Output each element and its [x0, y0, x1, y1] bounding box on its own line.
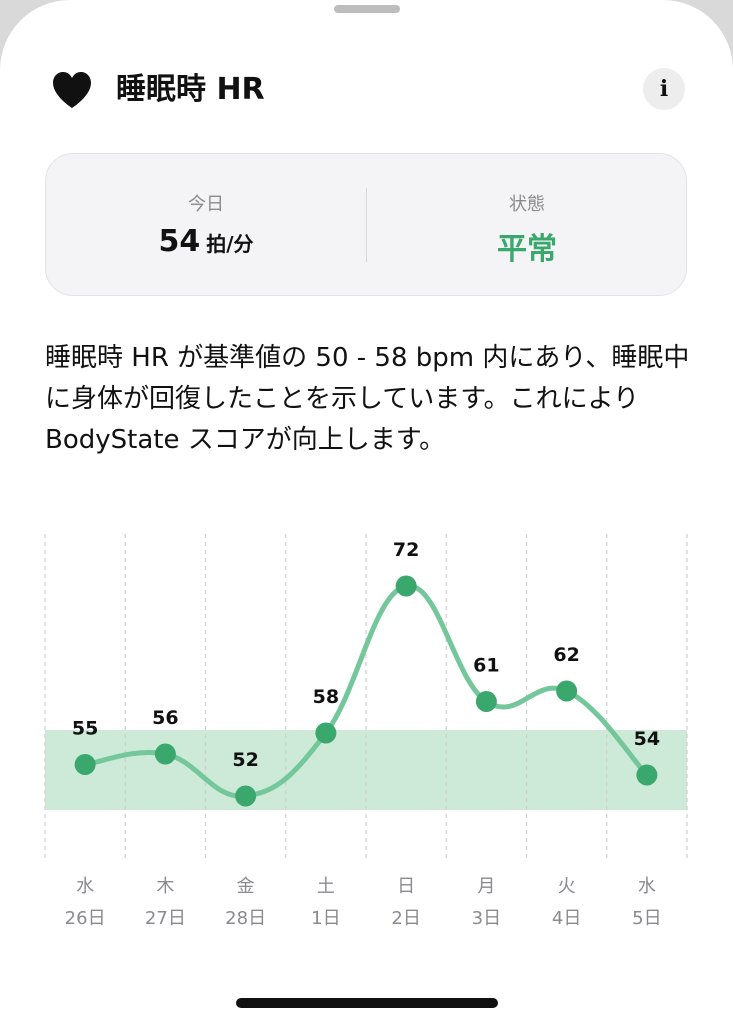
description-text: 睡眠時 HR が基準値の 50 - 58 bpm 内にあり、睡眠中に身体が回復し… [45, 343, 690, 455]
page-title: 睡眠時 HR [116, 72, 265, 107]
status-label: 状態 [509, 194, 545, 215]
status-cell: 状態 平常 [367, 154, 687, 297]
home-indicator[interactable] [236, 998, 498, 1008]
x-tick-weekday: 木 [156, 876, 174, 897]
heart-icon [53, 72, 91, 108]
data-label: 56 [152, 707, 178, 729]
data-label: 72 [393, 539, 419, 561]
x-tick-date: 26日 [65, 908, 106, 929]
x-tick-weekday: 日 [397, 876, 415, 897]
x-tick-date: 3日 [472, 908, 501, 929]
x-tick-weekday: 水 [638, 876, 656, 897]
x-tick-weekday: 土 [317, 876, 335, 897]
data-label: 58 [313, 686, 339, 708]
data-point [395, 575, 417, 597]
data-label: 52 [232, 749, 258, 771]
x-tick-weekday: 火 [558, 876, 576, 897]
info-button[interactable]: i [643, 68, 685, 110]
today-cell: 今日 54 拍/分 [46, 154, 366, 297]
data-point [475, 691, 497, 712]
data-point [154, 743, 176, 765]
x-tick-date: 1日 [311, 908, 340, 929]
x-tick-weekday: 月 [477, 876, 495, 897]
status-value: 平常 [497, 232, 557, 267]
header: 睡眠時 HR i [50, 66, 690, 114]
today-value: 54 [158, 224, 201, 259]
today-value-row: 54 拍/分 [46, 224, 366, 259]
x-tick-date: 27日 [145, 908, 186, 929]
data-label: 62 [553, 644, 579, 666]
x-tick-weekday: 金 [237, 876, 255, 897]
sleep-hr-chart: 55 56 52 58 72 61 62 54 水 26日 木 27日 金 28日 土 1日 日 2日 月 3日 火 4日… [44, 534, 688, 929]
today-label: 今日 [188, 194, 224, 215]
data-point [636, 764, 658, 786]
data-point [556, 680, 578, 702]
data-label: 61 [473, 655, 499, 677]
x-tick-date: 4日 [552, 908, 581, 929]
data-label: 54 [634, 728, 660, 750]
today-unit: 拍/分 [206, 232, 254, 256]
x-tick-date: 2日 [391, 908, 420, 929]
x-tick-date: 28日 [225, 908, 266, 929]
series-line [82, 583, 650, 799]
info-icon: i [659, 76, 669, 102]
data-label: 55 [72, 718, 98, 740]
x-tick-date: 5日 [632, 908, 661, 929]
data-point [315, 722, 337, 744]
summary-divider [366, 188, 367, 262]
x-tick-weekday: 水 [76, 876, 94, 897]
data-point [74, 754, 96, 775]
summary-card: 今日 54 拍/分 状態 平常 [45, 153, 687, 296]
sheet-grabber[interactable] [334, 5, 400, 13]
data-point [235, 785, 257, 807]
